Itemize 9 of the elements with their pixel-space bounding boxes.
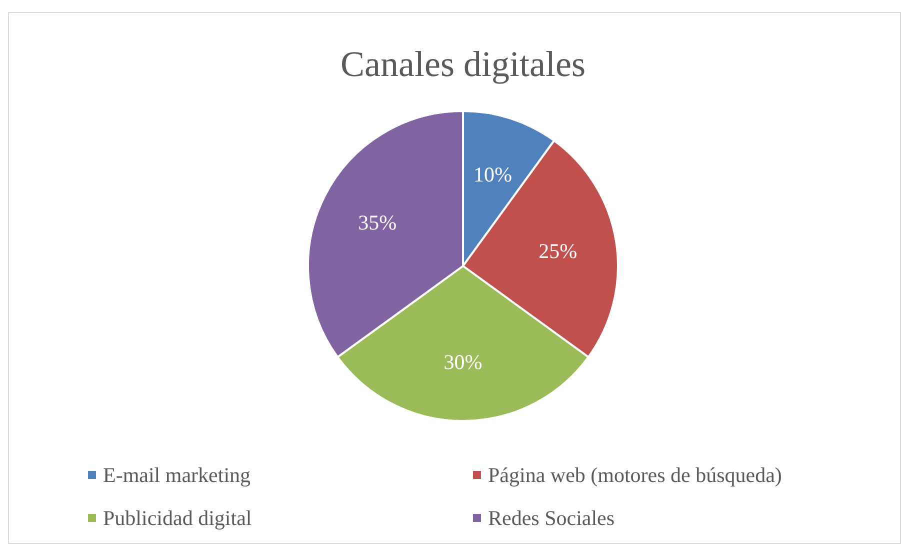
data-label: 10%	[473, 162, 512, 187]
legend-label: Página web (motores de búsqueda)	[488, 463, 782, 487]
legend-label: E-mail marketing	[103, 463, 252, 487]
legend-label: Redes Sociales	[488, 506, 615, 530]
data-label: 25%	[538, 238, 578, 263]
data-label: 35%	[358, 210, 397, 234]
legend-label: Publicidad digital	[103, 506, 252, 530]
chart-title: Canales digitales	[340, 44, 586, 84]
data-label: 30%	[444, 350, 482, 374]
